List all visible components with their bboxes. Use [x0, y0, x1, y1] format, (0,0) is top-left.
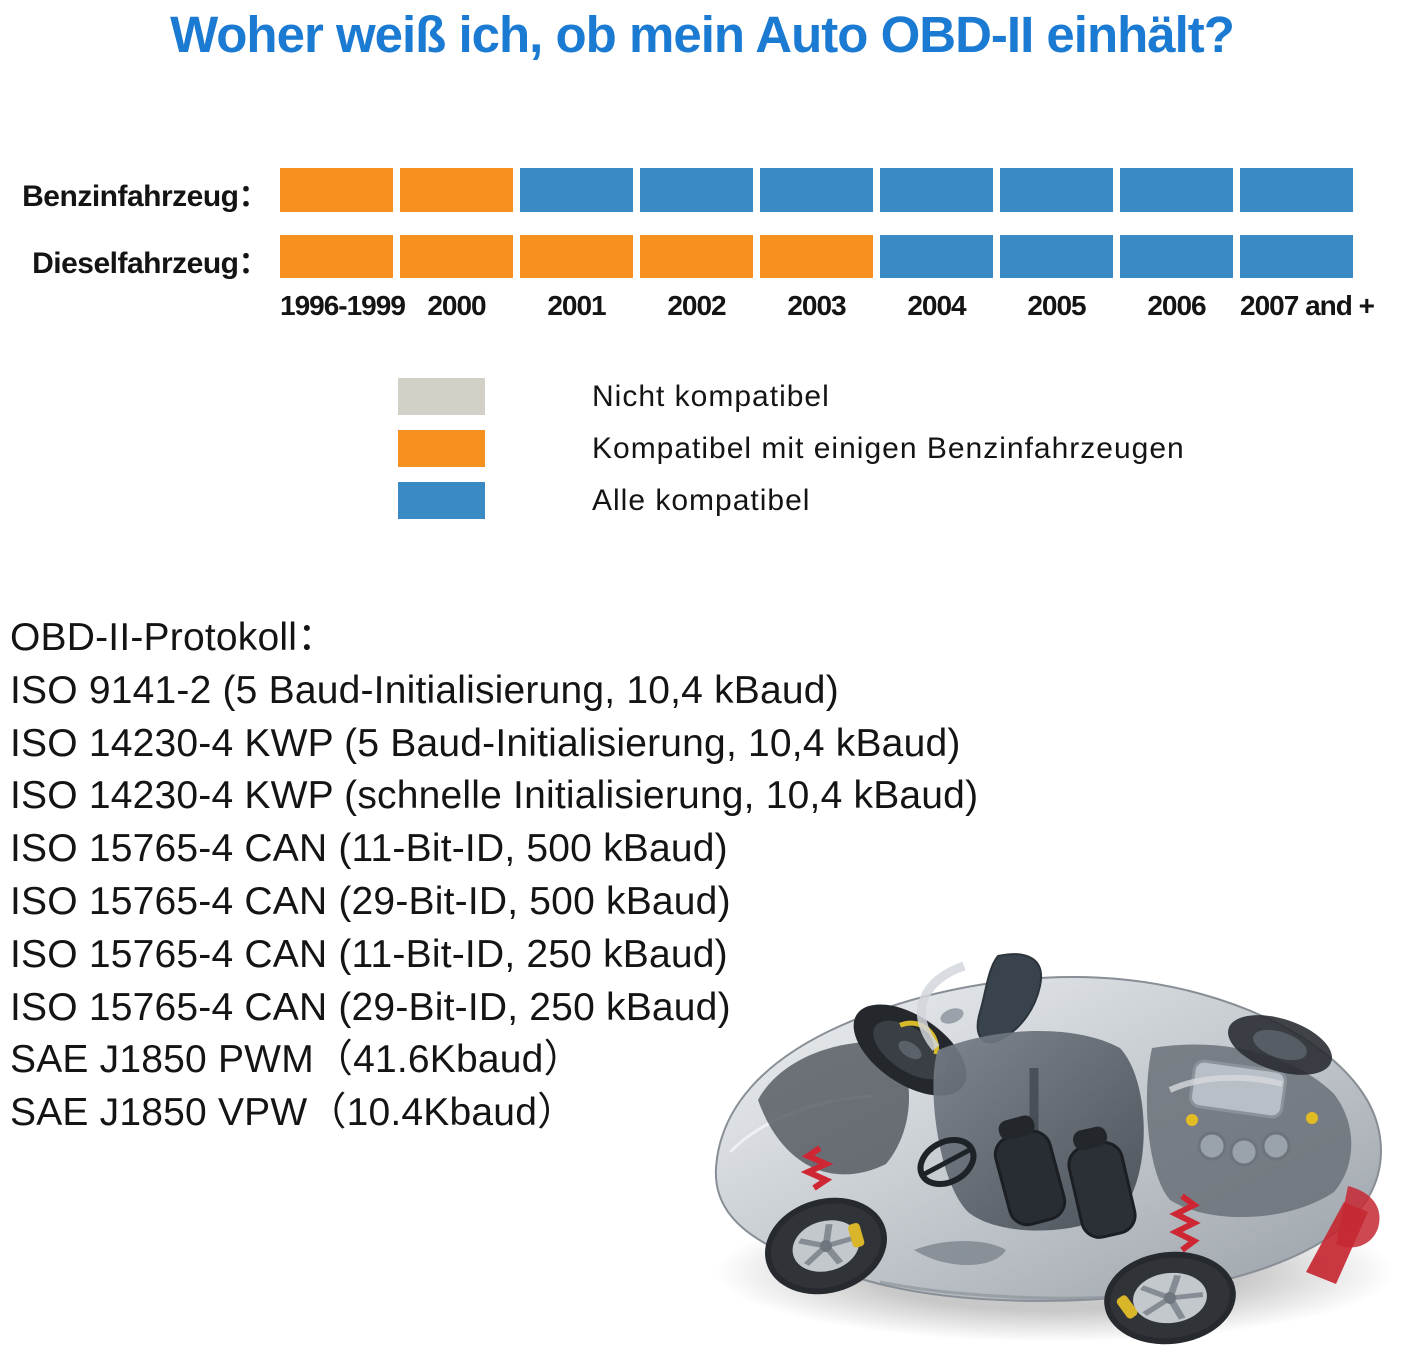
chart-cell-all	[880, 168, 993, 212]
legend-label: Alle kompatibel	[592, 483, 811, 517]
protocol-heading: OBD-II-Protokoll：	[10, 616, 337, 659]
legend-label: Nicht kompatibel	[592, 379, 830, 413]
legend-row: Alle kompatibel	[398, 482, 1185, 519]
chart-row-dieselfahrzeug	[280, 235, 1353, 278]
protocol-item: ISO 15765-4 CAN (29-Bit-ID, 250 kBaud)	[10, 985, 731, 1029]
chart-row-benzinfahrzeug	[280, 168, 1353, 212]
protocol-item: SAE J1850 VPW（10.4Kbaud）	[10, 1091, 577, 1135]
chart-cell-all	[1120, 235, 1233, 278]
chart-cell-some	[640, 235, 753, 278]
chart-cell-some	[280, 168, 393, 212]
year-label: 2006	[1147, 290, 1206, 321]
chart-cell-some	[400, 235, 513, 278]
year-label: 2001	[547, 290, 606, 321]
chart-row-label-benzinfahrzeug: Benzinfahrzeug：	[22, 180, 268, 213]
chart-cell-some	[760, 235, 873, 278]
chart-cell-all	[1240, 168, 1353, 212]
chart-legend: Nicht kompatibel Kompatibel mit einigen B…	[398, 378, 1185, 519]
page-title: Woher weiß ich, ob mein Auto OBD-II einh…	[170, 6, 1235, 63]
chart-cell-all	[1000, 168, 1113, 212]
legend-swatch-none	[398, 378, 485, 415]
year-label: 2003	[787, 290, 846, 321]
protocol-item: ISO 15765-4 CAN (11-Bit-ID, 250 kBaud)	[10, 932, 728, 976]
protocol-item: SAE J1850 PWM（41.6Kbaud）	[10, 1038, 583, 1082]
protocol-item: ISO 15765-4 CAN (11-Bit-ID, 500 kBaud)	[10, 827, 728, 871]
protocol-item: ISO 9141-2 (5 Baud-Initialisierung, 10,4…	[10, 668, 839, 712]
legend-row: Nicht kompatibel	[398, 378, 1185, 415]
year-label: 2007 and +	[1240, 290, 1375, 321]
chart-year-axis: 1996-1999 2000 2001 2002 2003 2004 2005 2006 200…	[280, 290, 1375, 321]
chart-row-label-dieselfahrzeug: Dieselfahrzeug：	[32, 247, 268, 280]
legend-swatch-all	[398, 482, 485, 519]
protocol-list: OBD-II-Protokoll： ISO 9141-2 (5 Baud-Ini…	[10, 612, 978, 1140]
car-cutaway-image	[714, 953, 1395, 1345]
chart-cell-all	[1240, 235, 1353, 278]
year-label: 2004	[907, 290, 966, 321]
legend-swatch-some	[398, 430, 485, 467]
chart-cell-all	[640, 168, 753, 212]
legend-label: Kompatibel mit einigen Benzinfahrzeugen	[592, 431, 1185, 465]
year-label: 2000	[427, 290, 486, 321]
chart-cell-all	[880, 235, 993, 278]
year-label: 1996-1999	[280, 290, 406, 321]
protocol-item: ISO 14230-4 KWP (5 Baud-Initialisierung,…	[10, 721, 961, 765]
protocol-item: ISO 14230-4 KWP (schnelle Initialisierun…	[10, 774, 979, 818]
chart-cell-all	[760, 168, 873, 212]
chart-cell-all	[1120, 168, 1233, 212]
chart-cell-all	[520, 168, 633, 212]
chart-cell-some	[520, 235, 633, 278]
year-label: 2005	[1027, 290, 1086, 321]
chart-cell-some	[280, 235, 393, 278]
legend-row: Kompatibel mit einigen Benzinfahrzeugen	[398, 430, 1185, 467]
year-label: 2002	[667, 290, 726, 321]
chart-cell-some	[400, 168, 513, 212]
protocol-item: ISO 15765-4 CAN (29-Bit-ID, 500 kBaud)	[10, 879, 731, 923]
chart-cell-all	[1000, 235, 1113, 278]
